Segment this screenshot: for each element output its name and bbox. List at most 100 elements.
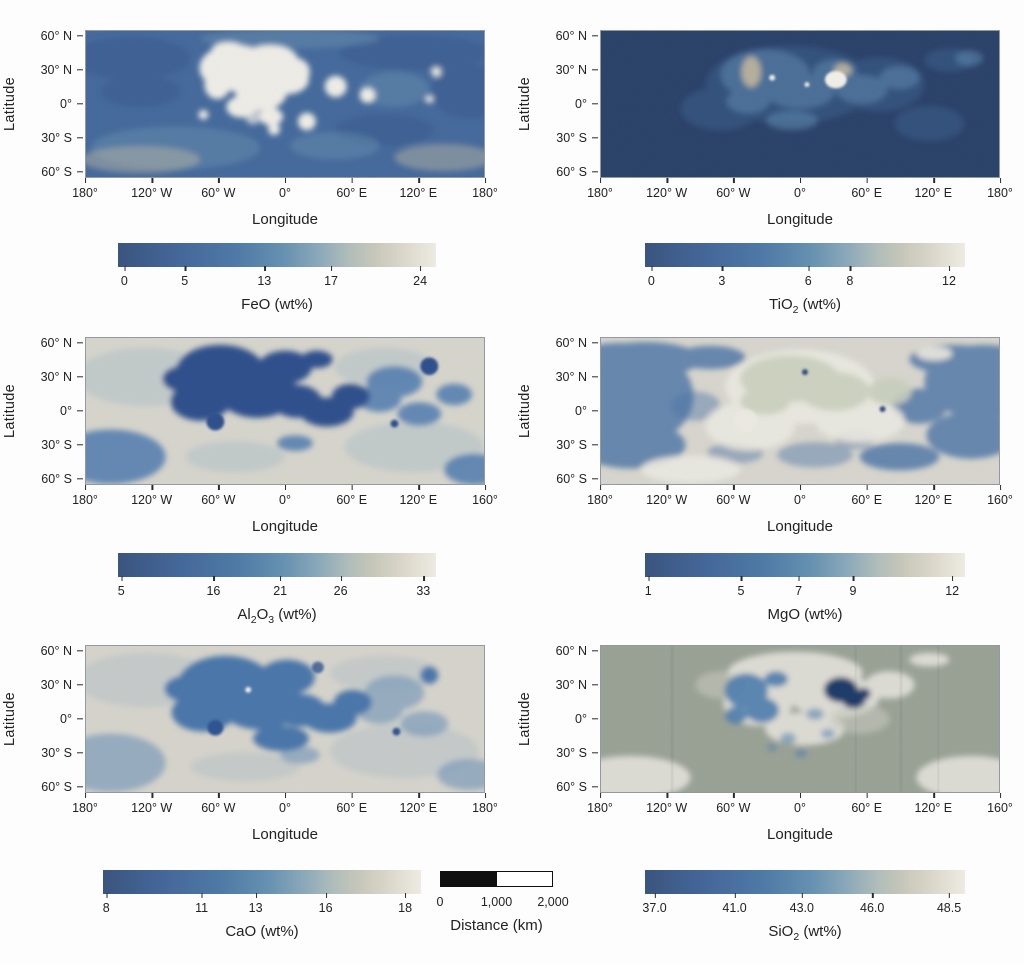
- colorbar-tick: 11: [195, 893, 209, 915]
- scale-bar-tick: 2,000: [537, 895, 569, 909]
- x-tick-label: 160°: [472, 485, 498, 507]
- panel-mgo: Latitude 60° N 30° N 0° 30° S 60° S 180°…: [517, 336, 1013, 535]
- map-cao: [85, 645, 485, 793]
- colorbar-tick: 8: [846, 266, 854, 288]
- colorbar-tick: 24: [413, 266, 428, 288]
- scale-bar-tick: 1,000: [480, 895, 513, 909]
- y-tick-label: 60° S: [556, 165, 587, 179]
- map-al2o3: [85, 337, 485, 485]
- y-tick-label: 30° S: [556, 131, 587, 145]
- x-tick-label: 120° E: [399, 178, 438, 200]
- y-tick-label: 30° N: [40, 678, 72, 692]
- colorbar-tick: 1: [644, 576, 652, 598]
- colorbar-mgo: 1 5 7 9 12 MgO (wt%): [645, 553, 965, 623]
- x-tick-label: 180°: [472, 178, 498, 200]
- y-tick-label: 30° N: [555, 370, 587, 384]
- y-tick-label: 30° N: [555, 63, 587, 77]
- colorbar-tick: 8: [102, 893, 110, 915]
- colorbar-tick: 6: [804, 266, 812, 288]
- x-tick-label: 180°: [587, 793, 613, 815]
- x-tick-label: 120° W: [131, 485, 173, 507]
- panel-sio2: Latitude 60° N 30° N 0° 30° S 60° S 180°…: [517, 644, 1013, 843]
- x-tick-label: 120° W: [646, 793, 688, 815]
- colorbar-tick: 26: [333, 576, 348, 598]
- colorbar-tick: 13: [248, 893, 263, 915]
- colorbar-tick: 43.0: [789, 893, 814, 915]
- x-tick-label: 120° W: [646, 178, 688, 200]
- y-tick-label: 0°: [60, 97, 72, 111]
- colorbar-tick: 17: [324, 266, 338, 288]
- y-tick-label: 30° S: [41, 131, 72, 145]
- colorbar-tick: 37.0: [642, 893, 667, 915]
- x-tick-label: 0°: [279, 485, 291, 507]
- x-tick-label: 60° E: [851, 793, 883, 815]
- y-tick-label: 60° N: [40, 29, 72, 43]
- colorbar-gradient: [645, 870, 965, 894]
- map-tio2: [600, 30, 1000, 178]
- y-tick-label: 30° S: [556, 746, 587, 760]
- x-tick-label: 120° E: [399, 485, 438, 507]
- y-tick-label: 30° N: [40, 63, 72, 77]
- colorbar-tick: 41.0: [722, 893, 747, 915]
- map-feo: [85, 30, 485, 178]
- x-tick-label: 0°: [794, 793, 806, 815]
- x-tick-label: 60° W: [201, 485, 236, 507]
- x-tick-label: 180°: [72, 793, 98, 815]
- colorbar-caption: FeO (wt%): [241, 296, 313, 313]
- panel-tio2: Latitude 60° N 30° N 0° 30° S 60° S 180°…: [517, 29, 1013, 228]
- x-tick-label: 120° W: [131, 793, 173, 815]
- y-tick-label: 0°: [575, 712, 587, 726]
- colorbar-tick: 12: [945, 576, 960, 598]
- map-mgo: [600, 337, 1000, 485]
- y-tick-label: 60° S: [556, 472, 587, 486]
- colorbar-tick: 5: [181, 266, 189, 288]
- x-tick-label: 60° E: [336, 178, 368, 200]
- y-tick-label: 30° S: [556, 438, 587, 452]
- x-tick-label: 160°: [987, 485, 1013, 507]
- colorbar-cao: 8 11 13 16 18 CaO (wt%): [103, 870, 421, 940]
- colorbar-tick: 12: [942, 266, 956, 288]
- colorbar-tick: 3: [718, 266, 726, 288]
- colorbar-gradient: [645, 243, 965, 267]
- x-tick-label: 0°: [794, 178, 806, 200]
- x-tick-label: 60° W: [201, 793, 236, 815]
- x-tick-label: 180°: [587, 485, 613, 507]
- colorbar-tick: 13: [257, 266, 272, 288]
- x-tick-label: 180°: [472, 793, 498, 815]
- colorbar-gradient: [118, 243, 436, 267]
- y-tick-label: 60° S: [41, 780, 72, 794]
- colorbar-al2o3: 5 16 21 26 33 Al2O3 (wt%): [118, 553, 436, 626]
- colorbar-tick: 7: [795, 576, 803, 598]
- colorbar-tick: 0: [120, 266, 128, 288]
- y-axis-label: Latitude: [2, 384, 18, 438]
- y-tick-label: 60° N: [555, 29, 587, 43]
- colorbar-gradient: [645, 553, 965, 577]
- colorbar-caption: SiO2 (wt%): [768, 923, 842, 943]
- map-sio2: [600, 645, 1000, 793]
- colorbar-tick: 5: [737, 576, 745, 598]
- x-tick-label: 0°: [279, 793, 291, 815]
- y-tick-label: 60° S: [41, 165, 72, 179]
- y-tick-label: 60° N: [40, 644, 72, 658]
- colorbar-gradient: [118, 553, 436, 577]
- colorbar-tick: 46.0: [860, 893, 885, 915]
- y-tick-label: 0°: [60, 712, 72, 726]
- x-tick-label: 60° W: [201, 178, 236, 200]
- x-tick-label: 60° W: [716, 178, 751, 200]
- y-tick-label: 30° N: [555, 678, 587, 692]
- panel-al2o3: Latitude 60° N 30° N 0° 30° S 60° S 180°…: [2, 336, 498, 535]
- y-axis-label: Latitude: [517, 692, 533, 746]
- x-tick-label: 180°: [587, 178, 613, 200]
- x-tick-label: 60° E: [851, 178, 883, 200]
- y-axis-label: Latitude: [2, 692, 18, 746]
- x-tick-label: 160°: [987, 793, 1013, 815]
- y-tick-label: 30° S: [41, 438, 72, 452]
- y-axis-label: Latitude: [517, 384, 533, 438]
- colorbar-tick: 48.5: [936, 893, 962, 915]
- x-tick-label: 120° W: [646, 485, 688, 507]
- panel-feo: Latitude 60° N 30° N 0° 30° S 60° S 180°…: [2, 29, 498, 228]
- colorbar-tick: 0: [647, 266, 655, 288]
- colorbar-caption: MgO (wt%): [767, 606, 843, 623]
- y-tick-label: 60° N: [555, 644, 587, 658]
